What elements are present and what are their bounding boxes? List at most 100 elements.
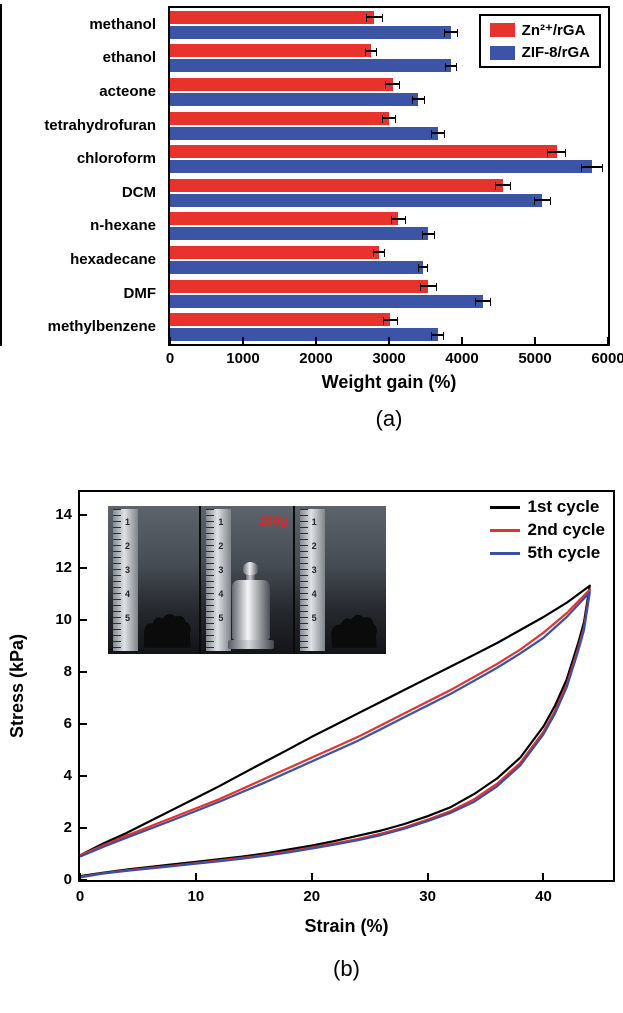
x-tick-label: 10	[187, 888, 205, 905]
ruler-numbers: 1 2 3 4 5	[125, 517, 130, 623]
category-label: hexadecane	[70, 251, 156, 268]
bar-row	[170, 109, 608, 143]
bar-track	[170, 126, 608, 140]
error-bar	[445, 62, 457, 71]
x-tick-label: 3000	[372, 350, 406, 367]
category-label: DMF	[123, 284, 157, 302]
ruler: 1 2 3 4 5	[206, 509, 232, 651]
category-label: methanol	[89, 15, 156, 33]
x-tick-mark	[542, 873, 545, 880]
bar-series-0	[170, 279, 429, 293]
weight-neck	[246, 575, 256, 580]
error-bar	[383, 316, 398, 325]
aerogel-sample	[144, 613, 192, 648]
curve-5th-cycle	[80, 591, 591, 879]
y-tick-mark	[80, 514, 87, 517]
bar-row	[170, 210, 608, 244]
bar-series-0	[170, 178, 503, 192]
x-tick-mark	[194, 873, 197, 880]
bar-row	[170, 176, 608, 210]
error-bar	[580, 163, 603, 172]
legend-swatch	[489, 23, 515, 37]
error-bar	[533, 197, 552, 206]
ruler-number: 3	[125, 565, 131, 575]
bar-series-0	[170, 77, 393, 91]
bar-series-1	[170, 193, 543, 207]
bar-track	[170, 245, 608, 259]
x-tick-mark	[310, 873, 313, 880]
legend-label: 2nd cycle	[527, 520, 606, 539]
error-bar	[475, 298, 492, 307]
inset-photo-sample-recovered: 1 2 3 4 5	[294, 506, 386, 654]
bar-track	[170, 260, 608, 274]
y-tick-mark	[80, 618, 87, 621]
error-bar	[547, 148, 567, 157]
bar-series-0	[170, 10, 375, 24]
ruler-numbers: 1 2 3 4 5	[312, 517, 317, 623]
y-tick-label: 8	[63, 662, 72, 680]
y-tick-label: 12	[55, 558, 72, 576]
bar-row	[170, 142, 608, 176]
legend-line	[489, 551, 520, 555]
bar-plot-area: Zn²⁺/rGA ZIF-8/rGA	[168, 6, 610, 346]
y-tick-label: 10	[55, 610, 72, 628]
weight-100g	[227, 562, 274, 649]
legend-label: 1st cycle	[527, 497, 600, 516]
bar-row	[170, 75, 608, 109]
weight-knob	[243, 562, 259, 575]
bar-series-0	[170, 111, 389, 125]
error-bar	[430, 130, 446, 139]
y-tick-label: 0	[63, 871, 72, 888]
legend-label: 5th cycle	[527, 543, 601, 562]
bar-series-0	[170, 145, 557, 159]
bar-x-axis-label: Weight gain (%)	[321, 372, 457, 392]
bar-series-0	[170, 245, 379, 259]
x-tick-mark	[314, 337, 317, 344]
category-label: methylbenzene	[47, 318, 156, 336]
bar-series-1	[170, 126, 438, 140]
x-tick-mark	[169, 337, 171, 344]
bar-row	[170, 277, 608, 311]
ruler-number: 5	[311, 613, 317, 623]
line-x-axis-label: Strain (%)	[304, 916, 389, 936]
legend-item: Zn²⁺/rGA	[489, 21, 590, 39]
panel-b-label: (b)	[333, 956, 360, 981]
bar-series-1	[170, 260, 424, 274]
bar-track	[170, 44, 608, 58]
bar-row	[170, 42, 608, 76]
y-tick-mark	[80, 670, 87, 673]
bar-series-1	[170, 92, 419, 106]
x-tick-label: 1000	[226, 350, 260, 367]
bar-category-labels: methanol ethanol acteone tetrahydrofuran chl…	[0, 8, 160, 344]
x-tick-label: 4000	[445, 350, 479, 367]
y-tick-label: 14	[55, 506, 72, 524]
x-tick-label: 0	[165, 350, 175, 367]
bar-track	[170, 227, 608, 241]
x-tick-label: 0	[75, 888, 85, 905]
bar-track	[170, 279, 608, 293]
x-tick-mark	[460, 337, 463, 344]
error-bar	[372, 249, 385, 258]
x-tick-label: 2000	[299, 350, 333, 367]
x-tick-mark	[534, 337, 536, 344]
bar-track	[170, 193, 608, 207]
ruler-number: 3	[218, 565, 224, 575]
bar-track	[170, 313, 608, 327]
panel-a-weight-gain-chart: methanol ethanol acteone tetrahydrofuran chl…	[0, 0, 623, 456]
y-tick-mark	[80, 879, 87, 881]
ruler-number: 4	[125, 589, 131, 599]
x-tick-label: 6000	[591, 350, 623, 367]
category-label: ethanol	[102, 49, 156, 67]
aerogel-sample	[331, 614, 377, 648]
error-bar	[385, 81, 400, 90]
x-tick-mark	[607, 337, 609, 344]
x-tick-label: 20	[303, 888, 321, 905]
bar-track	[170, 59, 608, 73]
ruler-number: 2	[218, 541, 224, 551]
x-tick-mark	[426, 873, 429, 880]
ruler-number: 1	[218, 517, 224, 527]
category-label: acteone	[99, 83, 156, 100]
legend-swatch	[489, 45, 515, 60]
inset-photo-sample-initial: 1 2 3 4 5	[108, 506, 200, 654]
